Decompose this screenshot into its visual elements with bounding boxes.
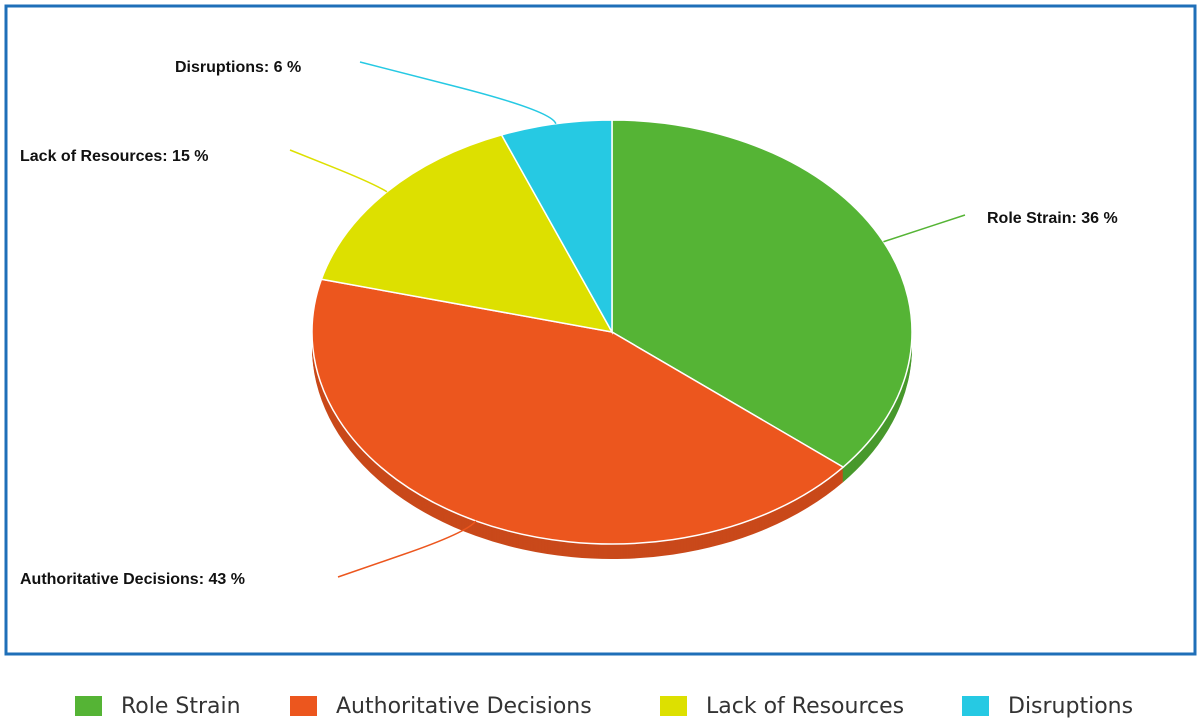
legend-label: Disruptions xyxy=(1008,694,1133,719)
legend-label: Role Strain xyxy=(121,694,241,719)
legend-swatch xyxy=(290,696,317,716)
leader-line xyxy=(337,520,477,578)
data-label: Authoritative Decisions: 43 % xyxy=(20,571,245,588)
data-label: Role Strain: 36 % xyxy=(987,210,1118,227)
legend-swatch xyxy=(75,696,102,716)
legend-swatch xyxy=(660,696,687,716)
leader-line xyxy=(883,214,966,243)
legend-label: Authoritative Decisions xyxy=(336,694,592,719)
legend-swatch xyxy=(962,696,989,716)
legend-label: Lack of Resources xyxy=(706,694,904,719)
leader-line xyxy=(359,61,557,125)
leader-line xyxy=(289,149,388,193)
pie-slice xyxy=(311,278,845,545)
data-label: Disruptions: 6 % xyxy=(175,59,301,76)
data-label: Lack of Resources: 15 % xyxy=(20,148,209,165)
